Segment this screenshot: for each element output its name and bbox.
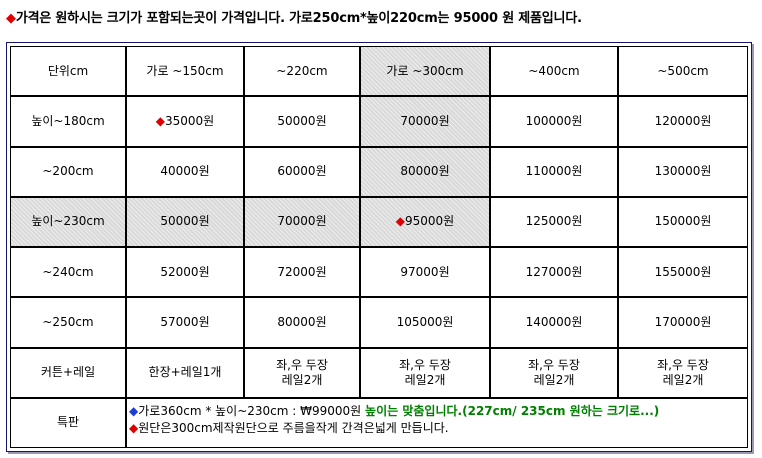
price-cell: ◆35000원 bbox=[126, 96, 244, 147]
table-row: ~240cm 52000원 72000원 97000원 127000원 1550… bbox=[10, 247, 748, 298]
header-row: 단위cm 가로 ~150cm ~220cm 가로 ~300cm ~400cm ~… bbox=[10, 46, 748, 97]
price-cell: 50000원 bbox=[126, 196, 244, 247]
price-cell: 80000원 bbox=[360, 146, 490, 197]
row-label: ~240cm bbox=[10, 247, 126, 298]
price-cell: 100000원 bbox=[490, 96, 618, 147]
row-label: 커튼+레일 bbox=[10, 347, 126, 398]
price-cell: 40000원 bbox=[126, 146, 244, 197]
header-width-500: ~500cm bbox=[618, 46, 748, 97]
red-diamond-icon: ◆ bbox=[6, 11, 16, 26]
price-cell: 170000원 bbox=[618, 297, 748, 348]
table-row: 높이~230cm 50000원 70000원 ◆95000원 125000원 1… bbox=[10, 196, 748, 247]
rail-cell: 좌,우 두장 레일2개 bbox=[490, 347, 618, 398]
special-row: 특판 ◆가로360cm * 높이~230cm : ₩99000원 높이는 맞춤입… bbox=[10, 397, 748, 448]
table-row: 높이~180cm ◆35000원 50000원 70000원 100000원 1… bbox=[10, 96, 748, 147]
table-row: ~250cm 57000원 80000원 105000원 140000원 170… bbox=[10, 297, 748, 348]
rail-cell: 좌,우 두장 레일2개 bbox=[244, 347, 360, 398]
price-cell: 70000원 bbox=[360, 96, 490, 147]
price-cell: 57000원 bbox=[126, 297, 244, 348]
headline-text: 가격은 원하시는 크기가 포함되는곳이 가격입니다. 가로250cm*높이220… bbox=[15, 11, 582, 26]
price-cell: 120000원 bbox=[618, 96, 748, 147]
price-cell: 125000원 bbox=[490, 196, 618, 247]
custom-height-note: 높이는 맞춤입니다.(227cm/ 235cm 원하는 크기로...) bbox=[365, 403, 660, 418]
price-cell: ◆95000원 bbox=[360, 196, 490, 247]
red-diamond-icon: ◆ bbox=[129, 420, 139, 435]
price-table: 단위cm 가로 ~150cm ~220cm 가로 ~300cm ~400cm ~… bbox=[10, 46, 748, 448]
price-cell: 52000원 bbox=[126, 247, 244, 298]
price-cell: 105000원 bbox=[360, 297, 490, 348]
row-label: ~250cm bbox=[10, 297, 126, 348]
rail-cell: 한장+레일1개 bbox=[126, 347, 244, 398]
header-unit: 단위cm bbox=[10, 46, 126, 97]
table-row: ~200cm 40000원 60000원 80000원 110000원 1300… bbox=[10, 146, 748, 197]
price-table-frame: 단위cm 가로 ~150cm ~220cm 가로 ~300cm ~400cm ~… bbox=[6, 42, 752, 452]
price-cell: 70000원 bbox=[244, 196, 360, 247]
rail-cell: 좌,우 두장 레일2개 bbox=[618, 347, 748, 398]
rail-row: 커튼+레일 한장+레일1개 좌,우 두장 레일2개 좌,우 두장 레일2개 좌,우 … bbox=[10, 347, 748, 398]
price-cell: 127000원 bbox=[490, 247, 618, 298]
price-cell: 60000원 bbox=[244, 146, 360, 197]
price-cell: 130000원 bbox=[618, 146, 748, 197]
price-cell: 80000원 bbox=[244, 297, 360, 348]
header-width-220: ~220cm bbox=[244, 46, 360, 97]
special-note: ◆가로360cm * 높이~230cm : ₩99000원 높이는 맞춤입니다.… bbox=[126, 397, 748, 448]
price-cell: 110000원 bbox=[490, 146, 618, 197]
header-width-300: 가로 ~300cm bbox=[360, 46, 490, 97]
price-cell: 140000원 bbox=[490, 297, 618, 348]
price-cell: 50000원 bbox=[244, 96, 360, 147]
price-cell: 97000원 bbox=[360, 247, 490, 298]
price-cell: 72000원 bbox=[244, 247, 360, 298]
blue-diamond-icon: ◆ bbox=[129, 403, 139, 418]
rail-cell: 좌,우 두장 레일2개 bbox=[360, 347, 490, 398]
row-label: ~200cm bbox=[10, 146, 126, 197]
price-cell: 155000원 bbox=[618, 247, 748, 298]
price-cell: 150000원 bbox=[618, 196, 748, 247]
header-width-400: ~400cm bbox=[490, 46, 618, 97]
special-note-line-2: ◆원단은300cm제작원단으로 주름을작게 간격은넓게 만듭니다. bbox=[129, 420, 449, 435]
row-label: 특판 bbox=[10, 397, 126, 448]
red-diamond-icon: ◆ bbox=[155, 113, 165, 128]
special-note-line-1: ◆가로360cm * 높이~230cm : ₩99000원 높이는 맞춤입니다.… bbox=[129, 403, 660, 418]
row-label: 높이~230cm bbox=[10, 196, 126, 247]
red-diamond-icon: ◆ bbox=[395, 214, 405, 229]
page-headline: ◆가격은 원하시는 크기가 포함되는곳이 가격입니다. 가로250cm*높이22… bbox=[6, 7, 582, 26]
row-label: 높이~180cm bbox=[10, 96, 126, 147]
header-width-150: 가로 ~150cm bbox=[126, 46, 244, 97]
